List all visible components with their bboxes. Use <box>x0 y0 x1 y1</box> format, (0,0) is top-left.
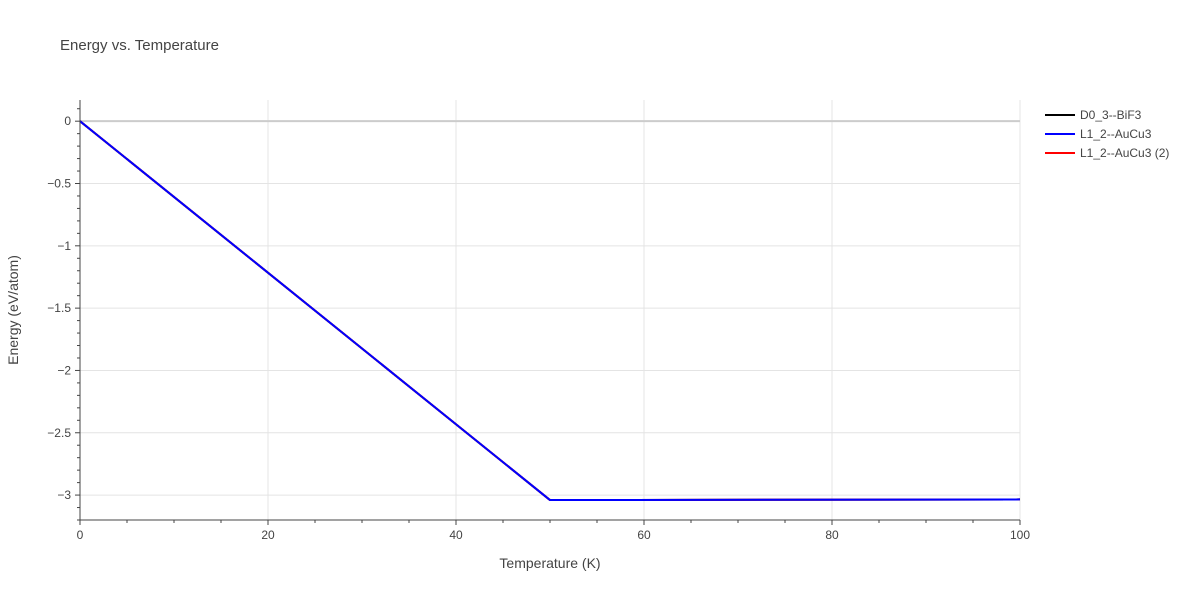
legend-label: L1_2--AuCu3 <box>1080 127 1152 141</box>
legend-label: D0_3--BiF3 <box>1080 108 1142 122</box>
y-tick-label: −2.5 <box>47 426 71 440</box>
series-lines <box>79 120 1021 502</box>
series-line <box>79 120 1021 502</box>
legend-item[interactable]: L1_2--AuCu3 <box>1045 127 1152 141</box>
x-tick-label: 100 <box>1010 528 1030 542</box>
y-tick-label: −1 <box>57 239 71 253</box>
grid <box>80 100 1021 520</box>
x-tick-label: 80 <box>825 528 839 542</box>
x-tick-label: 20 <box>261 528 275 542</box>
y-tick-label: −0.5 <box>47 177 71 191</box>
x-tick-label: 0 <box>77 528 84 542</box>
y-axis-ticks: 0 −0.5 −1 −1.5 −2 −2.5 −3 <box>47 108 80 521</box>
y-tick-label: −2 <box>57 363 71 377</box>
axes <box>79 100 1020 521</box>
legend-label: L1_2--AuCu3 (2) <box>1080 146 1169 160</box>
y-tick-label: −1.5 <box>47 301 71 315</box>
x-axis-title: Temperature (K) <box>499 555 600 571</box>
legend-item[interactable]: D0_3--BiF3 <box>1045 108 1142 122</box>
y-tick-label: −3 <box>57 488 71 502</box>
y-axis-title: Energy (eV/atom) <box>5 255 21 365</box>
legend-item[interactable]: L1_2--AuCu3 (2) <box>1045 146 1169 160</box>
y-tick-label: 0 <box>64 114 71 128</box>
series-line <box>79 120 1021 502</box>
x-tick-label: 40 <box>449 528 463 542</box>
legend[interactable]: D0_3--BiF3 L1_2--AuCu3 L1_2--AuCu3 (2) <box>1045 108 1169 160</box>
x-axis-ticks: 0 20 40 60 80 100 <box>77 520 1030 542</box>
x-tick-label: 60 <box>637 528 651 542</box>
chart-title: Energy vs. Temperature <box>60 37 219 54</box>
series-line <box>79 120 1021 502</box>
